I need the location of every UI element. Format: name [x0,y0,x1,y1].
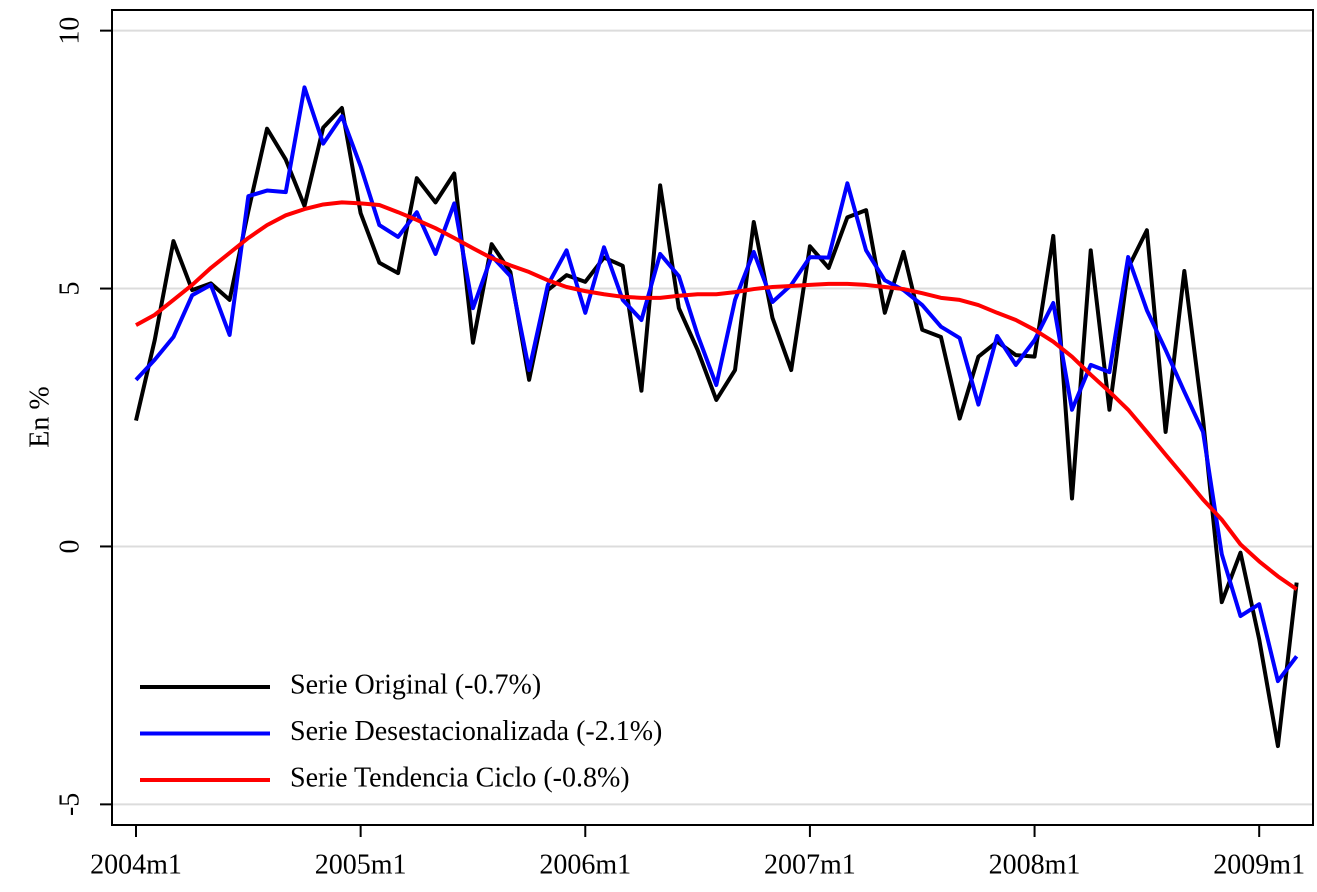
legend-label: Serie Original (-0.7%) [290,669,541,700]
y-tick-label: 5 [54,282,85,296]
legend-label: Serie Tendencia Ciclo (-0.8%) [290,762,630,793]
x-tick-label: 2008m1 [989,849,1081,880]
x-tick-label: 2006m1 [539,849,631,880]
series-line [134,85,1299,684]
x-tick-label: 2009m1 [1213,849,1305,880]
legend-label: Serie Desestacionalizada (-2.1%) [290,716,662,747]
series-line [134,106,1299,749]
plot-frame [111,9,1314,826]
y-tick-label: 10 [54,17,85,45]
x-tick-label: 2005m1 [315,849,407,880]
x-tick-label: 2004m1 [90,849,182,880]
y-tick-label: -5 [54,793,85,816]
y-axis-label: En % [24,386,55,447]
y-tick-label: 0 [54,539,85,553]
series-line [135,200,1298,591]
x-tick-label: 2007m1 [764,849,856,880]
